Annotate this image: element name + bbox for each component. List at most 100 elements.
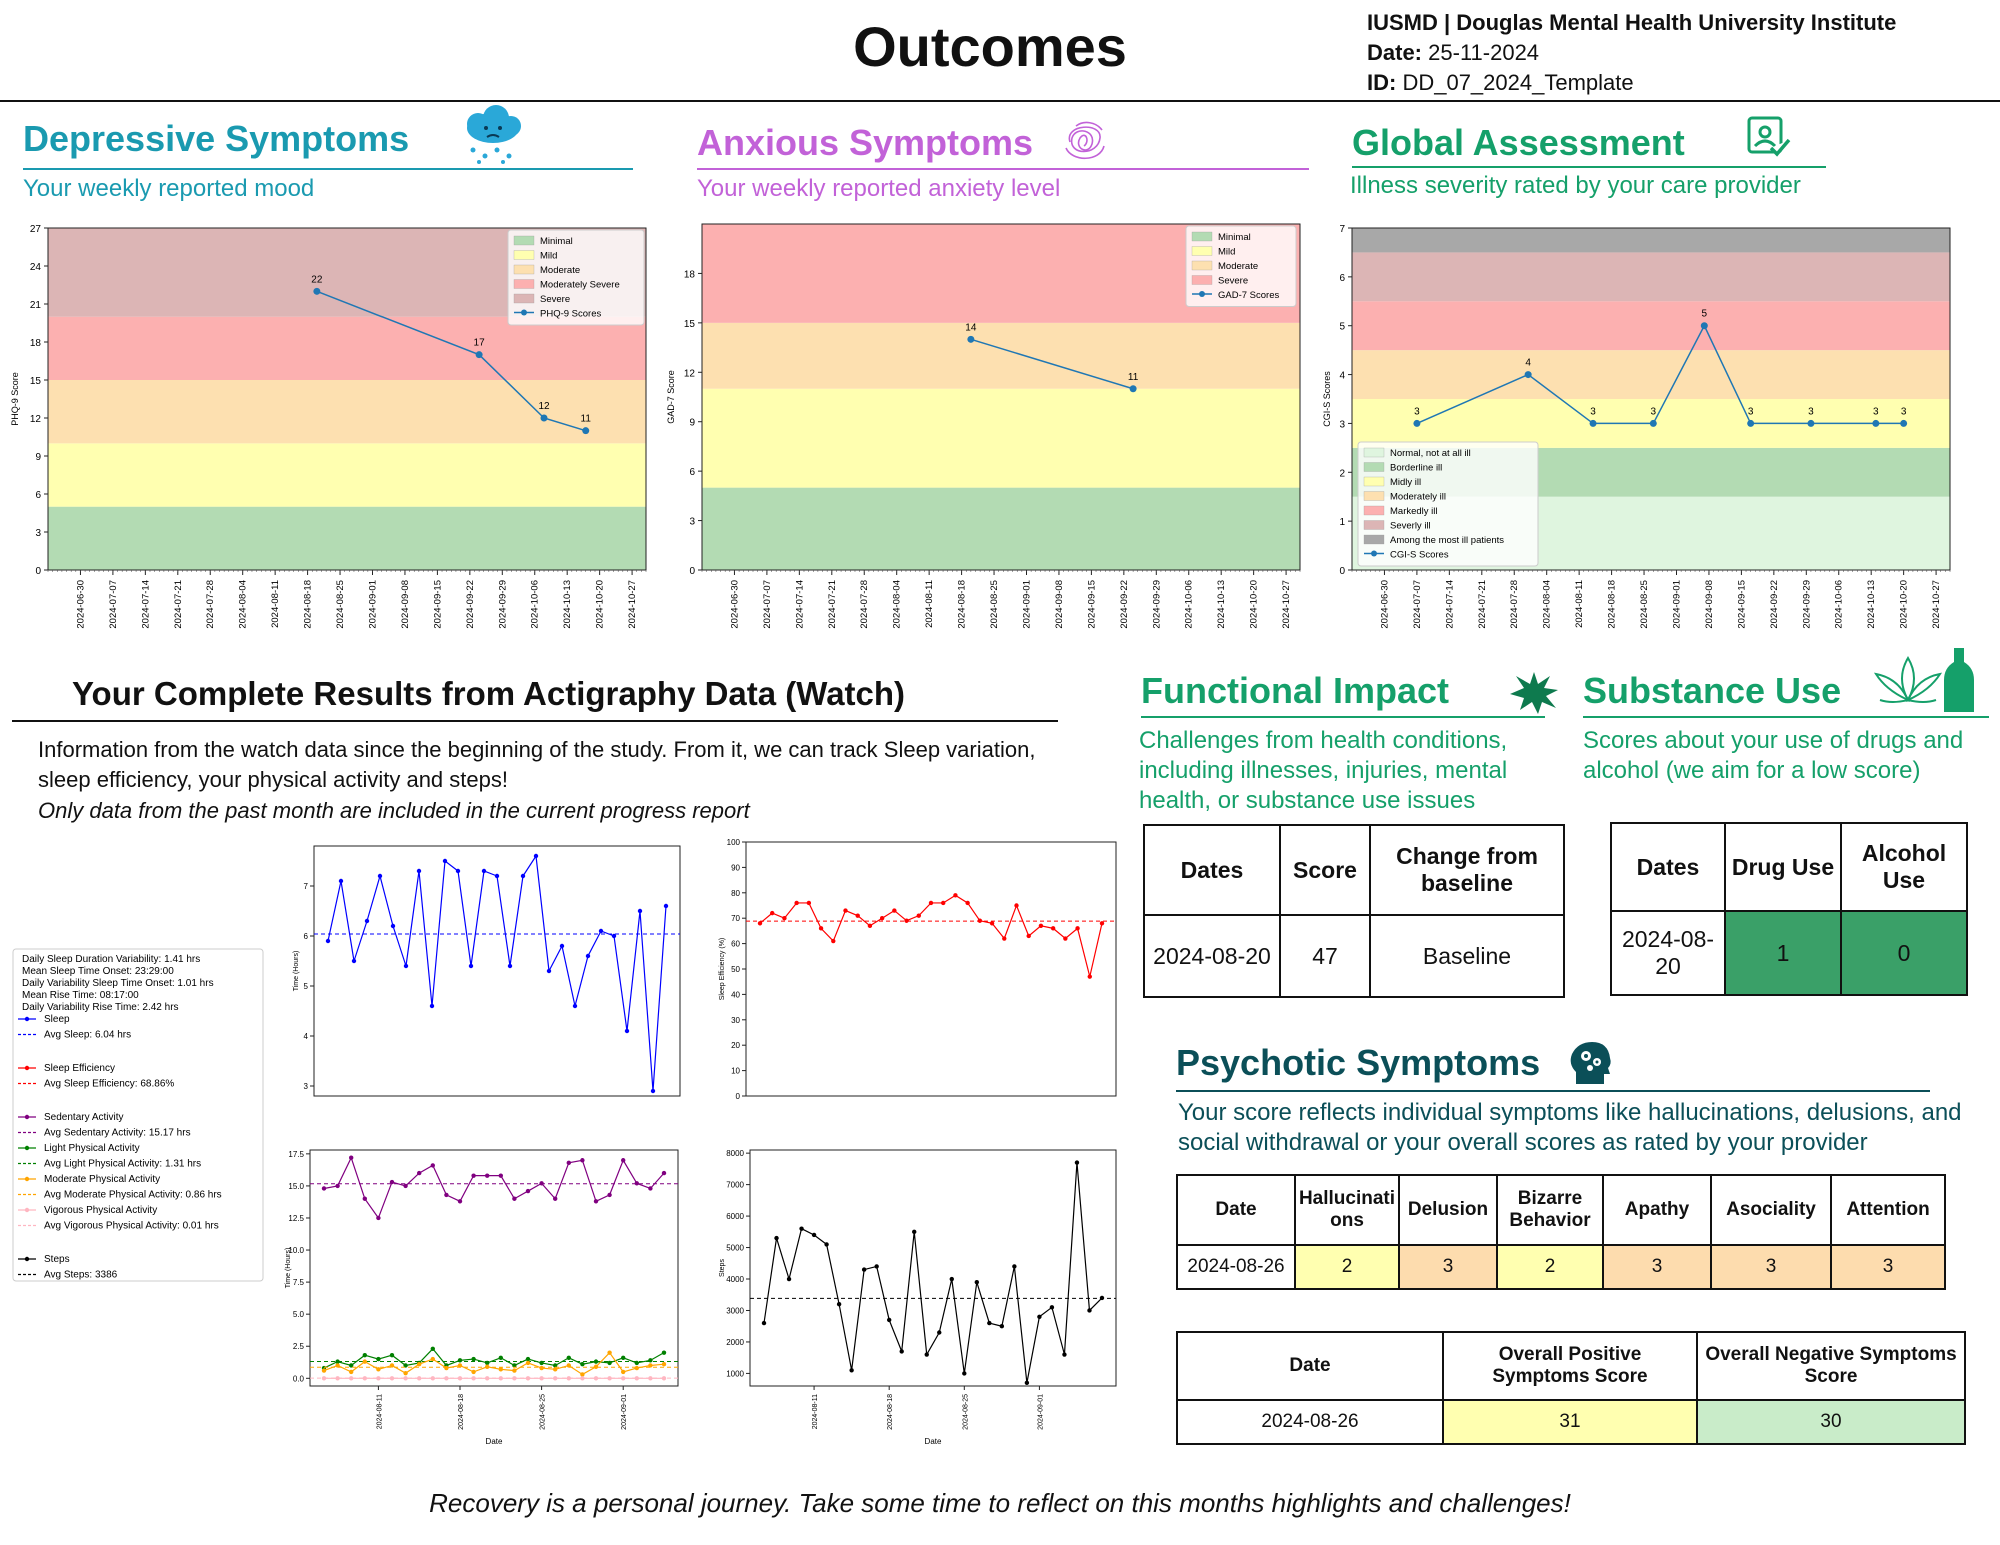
- x-tick-label: 2024-09-22: [1769, 580, 1780, 629]
- data-point: [621, 1158, 626, 1163]
- x-tick-label: 2024-07-07: [108, 580, 119, 629]
- band-2: [48, 380, 646, 444]
- psychotic-overall-table: Date Overall Positive Symptoms Score Ove…: [1176, 1331, 1966, 1445]
- data-point: [836, 1301, 842, 1307]
- plot-frame: [47, 227, 647, 571]
- y-tick-label: 8000: [726, 1149, 744, 1158]
- data-point: [566, 1363, 571, 1368]
- data-point: [598, 928, 604, 934]
- anxious-title: Anxious Symptoms: [697, 122, 1034, 163]
- legend-marker: [24, 1207, 30, 1213]
- data-point: [403, 963, 409, 969]
- data-point: [364, 918, 370, 924]
- data-point: [498, 1376, 503, 1381]
- overall-header-date: Date: [1176, 1331, 1444, 1401]
- functional-subtitle: Challenges from health conditions, includ…: [1139, 727, 1508, 814]
- y-tick-label: 3000: [726, 1306, 744, 1315]
- psychotic-table: Date Hallucinations Delusion Bizarre Beh…: [1176, 1174, 1946, 1290]
- y-tick-label: 6: [1339, 273, 1345, 284]
- y-tick-label: 2000: [726, 1338, 744, 1347]
- data-point: [904, 918, 909, 923]
- data-label: 3: [1873, 406, 1879, 417]
- y-tick-label: 3: [1339, 419, 1345, 430]
- legend-box: [1185, 225, 1297, 307]
- y-tick-label: 0: [736, 1092, 741, 1101]
- data-point: [607, 1350, 612, 1355]
- data-label: 3: [1901, 406, 1907, 417]
- data-point: [867, 923, 873, 929]
- data-point: [498, 1367, 503, 1372]
- y-tick-label: 18: [684, 269, 696, 280]
- x-tick-label: 2024-09-15: [1736, 580, 1747, 629]
- sleep-efficiency-chart: 0 10 20 30 40 50 60 70 80 90 100 Sleep Efficiency (…: [719, 838, 1117, 1101]
- y-tick-label: 1000: [726, 1369, 744, 1378]
- data-label: 3: [1651, 406, 1657, 417]
- anxious-subtitle: Your weekly reported anxiety level: [697, 175, 1061, 202]
- data-point: [485, 1376, 490, 1381]
- psy-cell-attention: 3: [1830, 1244, 1946, 1290]
- x-tick-label: 2024-09-08: [1054, 580, 1065, 629]
- x-tick-label: 2024-08-04: [1542, 580, 1553, 629]
- data-point: [417, 1361, 422, 1367]
- data-point: [389, 1376, 395, 1381]
- report-date: Date: 25-11-2024: [1367, 40, 1540, 65]
- data-point: [1589, 419, 1597, 427]
- y-tick-label: 15.0: [288, 1182, 304, 1191]
- data-point: [457, 1358, 463, 1363]
- legend-label: Minimal: [540, 236, 573, 247]
- data-point: [485, 1173, 490, 1178]
- data-point: [512, 1368, 517, 1373]
- y-axis-label: PHQ-9 Score: [10, 372, 20, 426]
- data-point: [916, 913, 921, 918]
- data-point: [661, 1350, 667, 1355]
- data-point: [553, 1367, 558, 1372]
- y-tick-label: 9: [689, 418, 695, 429]
- band-1: [48, 443, 646, 507]
- x-axis-label: Date: [486, 1437, 503, 1446]
- band-5: [1352, 252, 1950, 302]
- y-tick-label: 10.0: [288, 1246, 304, 1255]
- legend-label: GAD-7 Scores: [1218, 290, 1279, 301]
- x-tick-label: 2024-10-06: [1184, 580, 1195, 629]
- x-tick-label: 2024-10-06: [1834, 580, 1845, 629]
- legend-label: Vigorous Physical Activity: [44, 1205, 157, 1216]
- data-point: [624, 1028, 630, 1034]
- data-point: [389, 1363, 395, 1368]
- y-tick-label: 17.5: [288, 1150, 304, 1159]
- psy-header-hallucinations: Hallucinations: [1294, 1174, 1400, 1246]
- x-tick-label: 2024-09-01: [367, 580, 378, 629]
- band-3: [1352, 350, 1950, 399]
- series-line: [970, 338, 1134, 390]
- data-point: [512, 1376, 517, 1381]
- x-tick-label: 2024-07-21: [1477, 580, 1488, 629]
- data-point: [1024, 1380, 1030, 1386]
- legend-swatch: [1191, 260, 1213, 271]
- data-point: [786, 1276, 792, 1282]
- x-tick-label: 2024-10-27: [1281, 580, 1292, 629]
- legend-label: Avg Steps: 3386: [44, 1270, 118, 1281]
- data-point: [637, 908, 643, 914]
- band-0: [48, 506, 646, 570]
- data-point: [1075, 926, 1080, 931]
- legend-swatch: [1363, 476, 1385, 487]
- y-tick-label: 7.5: [293, 1278, 305, 1287]
- data-point: [313, 287, 321, 295]
- data-point: [321, 1368, 327, 1373]
- x-tick-label: 2024-09-29: [497, 580, 508, 629]
- data-point: [849, 1368, 854, 1373]
- substance-subtitle: Scores about your use of drugs and alcoho…: [1583, 727, 1964, 784]
- data-point: [442, 858, 448, 864]
- data-point: [430, 1376, 435, 1381]
- x-tick-label: 2024-08-18: [458, 1394, 465, 1430]
- series-line: [323, 1156, 665, 1220]
- data-label: 3: [1808, 406, 1814, 417]
- data-point: [989, 921, 995, 926]
- data-point: [429, 1003, 435, 1009]
- legend-label: Severe: [540, 294, 570, 305]
- legend-label: Mild: [1218, 247, 1235, 258]
- global-subtitle: Illness severity rated by your care prov…: [1350, 172, 1801, 199]
- data-point: [1099, 1295, 1105, 1301]
- data-point: [987, 1320, 992, 1326]
- x-tick-label: 2024-08-25: [989, 580, 1000, 629]
- x-tick-label: 2024-08-04: [892, 580, 903, 629]
